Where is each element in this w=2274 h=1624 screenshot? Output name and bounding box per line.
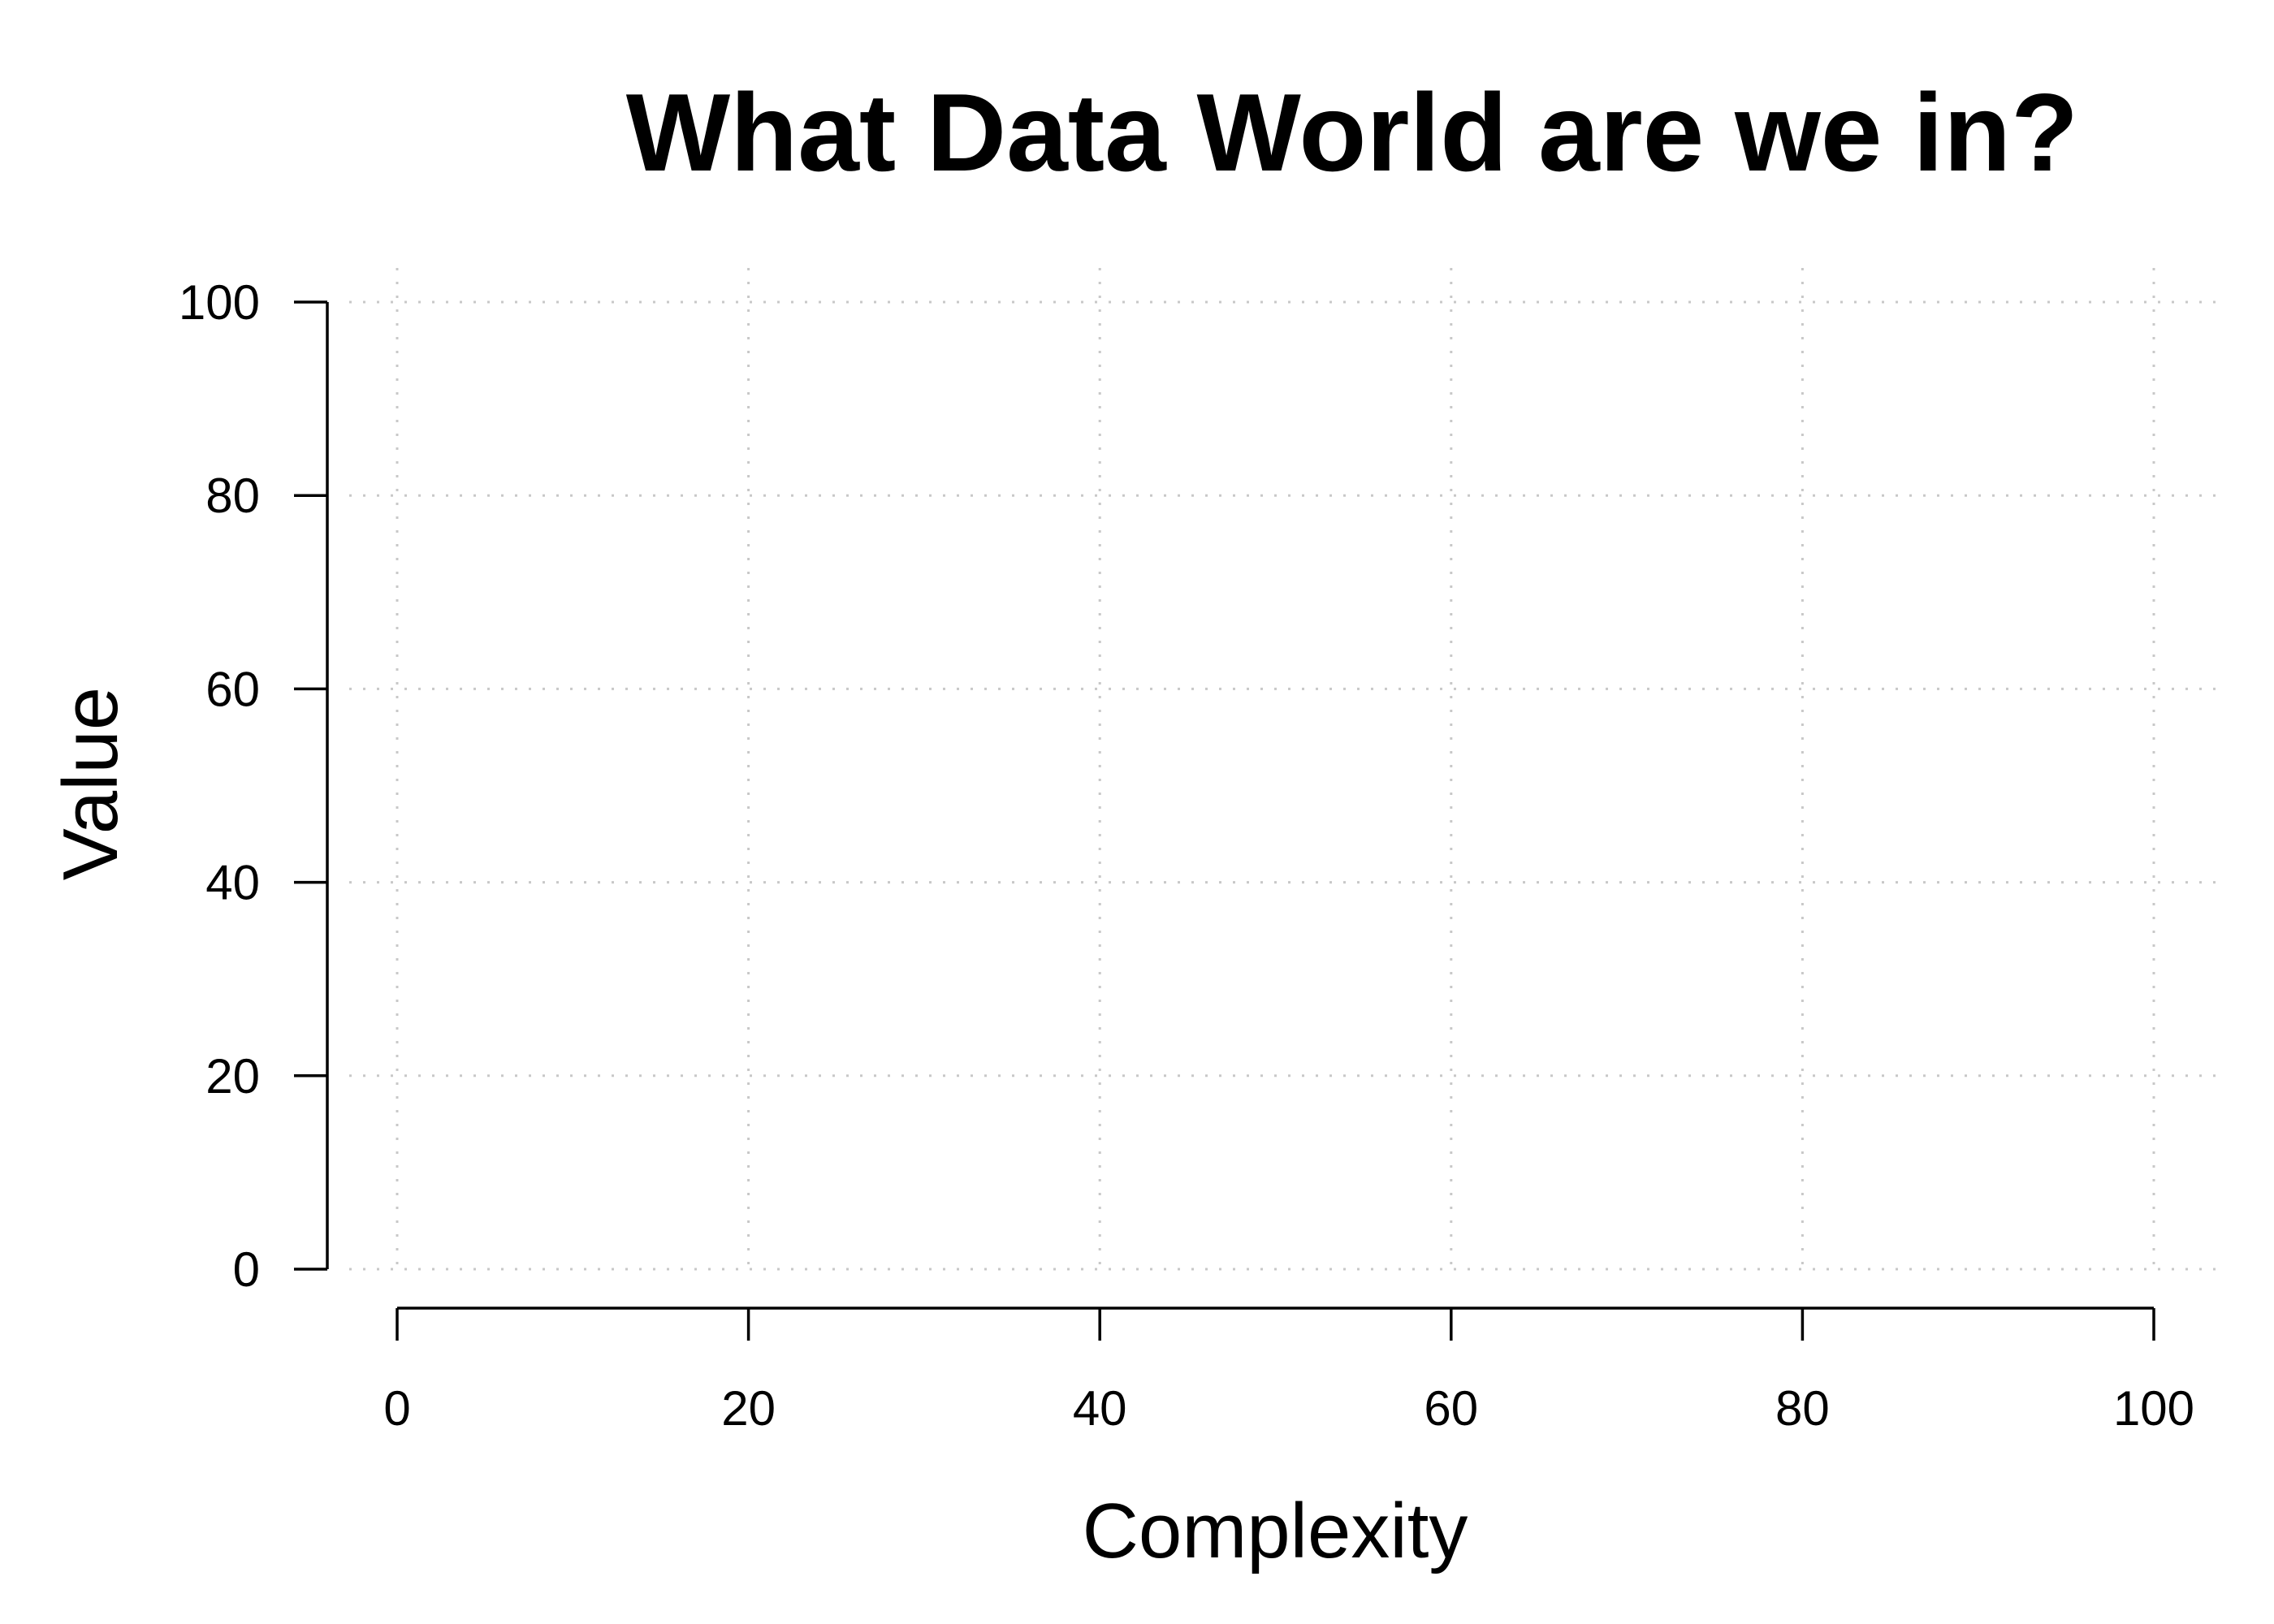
y-tick-label-80: 80 [205,469,260,523]
x-tick-label-80: 80 [1775,1381,1830,1436]
x-tick-label-60: 60 [1424,1381,1478,1436]
x-tick-label-20: 20 [721,1381,776,1436]
y-tick-label-40: 40 [205,856,260,910]
y-tick-label-100: 100 [179,275,260,330]
y-tick-label-60: 60 [205,662,260,716]
y-tick-label-20: 20 [205,1049,260,1104]
x-axis-ticks: 0 20 40 60 80 100 [383,1308,2194,1436]
x-tick-label-100: 100 [2113,1381,2194,1436]
y-axis-ticks: 0 20 40 60 80 100 [179,275,327,1297]
grid [349,268,2225,1271]
x-axis-label: Complexity [1083,1488,1468,1574]
x-tick-label-40: 40 [1073,1381,1127,1436]
chart-title: What Data World are we in? [626,71,2078,194]
y-tick-label-0: 0 [233,1242,260,1297]
y-axis-label: Value [47,687,134,880]
x-tick-label-0: 0 [383,1381,410,1436]
